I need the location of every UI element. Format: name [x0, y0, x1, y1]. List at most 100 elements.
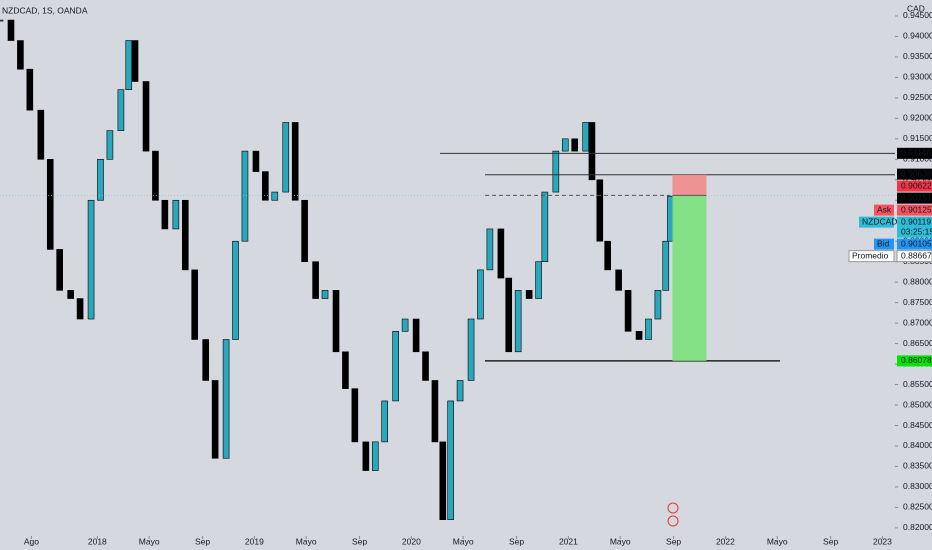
candle	[87, 199, 95, 320]
price-label-box	[896, 250, 932, 263]
y-tick-label: 0.88000	[903, 276, 932, 286]
candle	[232, 240, 239, 340]
x-tick-label: Mayo	[139, 536, 160, 546]
candle	[561, 138, 569, 152]
chart-title: NZDCAD, 1S, OANDA	[2, 5, 88, 15]
candle	[142, 81, 150, 152]
x-tick-label: 2021	[559, 536, 578, 546]
y-tick-label: 0.84000	[903, 440, 932, 450]
y-tick-label: 0.87000	[903, 317, 932, 327]
candle	[362, 441, 370, 471]
candle	[332, 290, 340, 353]
candle	[514, 290, 522, 353]
currency: CAD	[907, 3, 925, 13]
candle	[477, 269, 484, 320]
candle	[152, 150, 159, 201]
x-tick-label: 2020	[402, 536, 421, 546]
candle	[117, 89, 125, 131]
candle	[351, 388, 359, 443]
candle	[252, 150, 260, 172]
candle	[291, 122, 299, 201]
candle	[125, 40, 133, 90]
candle	[371, 441, 379, 471]
candle	[654, 290, 662, 320]
y-tick-label: 0.92500	[903, 92, 932, 102]
price-label-box	[897, 147, 932, 159]
x-tick-label: Sep	[195, 536, 210, 546]
candle	[321, 290, 329, 299]
candle	[211, 380, 219, 459]
y-tick-label: 0.92000	[903, 113, 932, 123]
y-tick-label: 0.86500	[903, 338, 932, 348]
candle	[552, 150, 560, 193]
candle	[412, 318, 420, 353]
price-label: 0.90125	[901, 204, 932, 214]
candle	[582, 122, 589, 152]
price-label-box	[897, 355, 932, 367]
candle	[37, 109, 45, 160]
candle	[392, 331, 399, 402]
price-label: 0.88667	[901, 250, 932, 260]
x-tick-label: 2023	[873, 536, 892, 546]
x-tick-label: Sep	[823, 536, 838, 546]
y-tick-label: 0.93000	[903, 72, 932, 82]
candle	[106, 130, 114, 160]
x-tick-label: Ago	[24, 536, 39, 546]
candle	[172, 199, 180, 230]
price-label-box	[897, 238, 932, 250]
candle	[662, 240, 670, 291]
name-label: Bid	[877, 238, 890, 248]
y-tick-label: 0.85500	[903, 379, 932, 389]
candle	[571, 138, 578, 152]
x-tick-label: Sep	[352, 536, 367, 546]
price-label-box	[897, 168, 932, 180]
target-zone	[672, 195, 707, 361]
price-label: 0.90638	[901, 168, 932, 178]
candle	[447, 400, 454, 520]
price-label: 0.91146	[901, 148, 931, 158]
candle	[191, 269, 199, 340]
candle	[381, 400, 388, 443]
candle	[505, 277, 513, 353]
candle	[312, 261, 319, 299]
candle	[26, 68, 34, 111]
candle	[56, 249, 63, 291]
candle	[241, 150, 249, 242]
name-label: Ask	[877, 204, 892, 214]
candle	[422, 351, 429, 381]
countdown: 03:25:15	[901, 226, 932, 236]
event-icon[interactable]	[667, 515, 679, 527]
event-icon[interactable]	[667, 502, 679, 514]
candle	[301, 199, 308, 262]
y-tick-label: 0.87500	[903, 297, 932, 307]
candle	[486, 228, 494, 271]
y-tick-label: 0.82500	[903, 502, 932, 512]
x-tick-label: 2022	[716, 536, 735, 546]
candle	[588, 122, 596, 181]
candle	[0, 19, 4, 22]
candle	[439, 441, 447, 520]
candle	[46, 159, 54, 250]
name-label-box	[874, 204, 894, 216]
candle	[604, 240, 611, 271]
candle	[342, 351, 349, 389]
candle	[262, 171, 269, 201]
y-tick-label: 0.83000	[903, 481, 932, 491]
candle	[181, 199, 189, 271]
x-tick-label: Sep	[509, 536, 524, 546]
x-tick-label: Sep	[666, 536, 681, 546]
y-tick-label: 0.93500	[903, 51, 932, 61]
price-label-box	[897, 204, 932, 216]
candle	[535, 261, 542, 299]
price-label-box	[897, 216, 932, 238]
candle	[497, 228, 505, 279]
price-label-box	[897, 192, 932, 204]
x-tick-label: Mayo	[453, 536, 474, 546]
y-tick-label: 0.82000	[903, 522, 932, 532]
candle	[202, 339, 209, 381]
x-tick-label: Mayo	[610, 536, 631, 546]
candle	[271, 191, 279, 201]
